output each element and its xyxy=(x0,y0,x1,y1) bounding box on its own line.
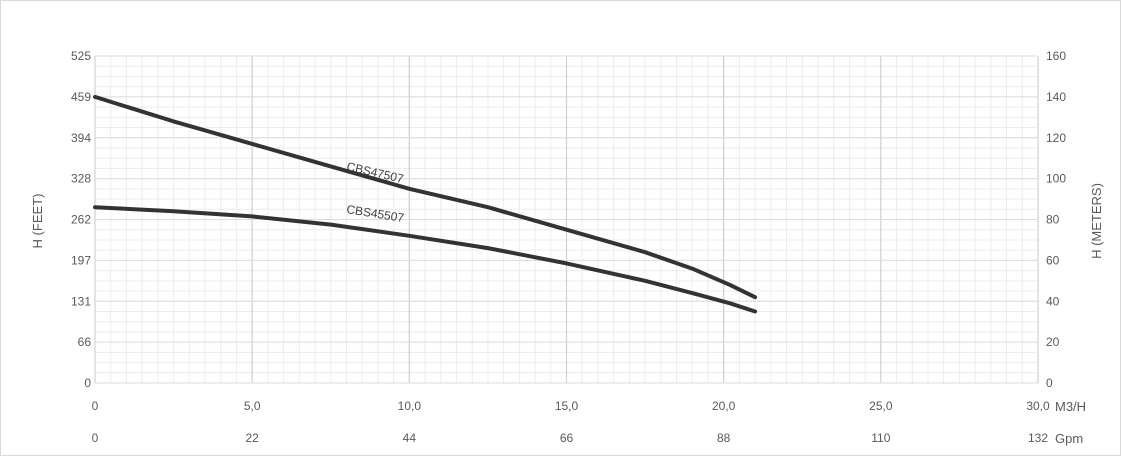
y-tick-meters: 80 xyxy=(1046,213,1060,227)
y-tick-meters: 40 xyxy=(1046,294,1060,308)
series-line-cbs47507 xyxy=(93,94,758,300)
x-axis-unit-gpm: Gpm xyxy=(1055,431,1083,446)
series-label-cbs45507: CBS45507 xyxy=(346,202,406,225)
x-tick-m3h: 25,0 xyxy=(869,399,893,413)
y-tick-feet: 262 xyxy=(71,213,91,227)
x-axis-unit-m3h: M3/H xyxy=(1055,399,1086,414)
y-tick-feet: 0 xyxy=(84,376,91,390)
x-tick-gpm: 0 xyxy=(92,431,99,445)
x-tick-gpm: 132 xyxy=(1028,431,1048,445)
y-tick-meters: 140 xyxy=(1046,90,1066,104)
x-tick-m3h: 30,0 xyxy=(1026,399,1050,413)
curve-labels: CBS47507 CBS45507 xyxy=(345,159,405,225)
x-tick-gpm: 22 xyxy=(245,431,259,445)
y-tick-feet: 197 xyxy=(71,253,91,267)
y-tick-meters: 60 xyxy=(1046,253,1060,267)
y-tick-meters: 120 xyxy=(1046,131,1066,145)
y-axis-meters-ticks: 0 20 40 60 80 100 120 140 160 xyxy=(1046,49,1066,390)
x-tick-m3h: 20,0 xyxy=(712,399,736,413)
x-tick-gpm: 66 xyxy=(560,431,574,445)
x-tick-gpm: 88 xyxy=(717,431,731,445)
x-tick-gpm: 44 xyxy=(403,431,417,445)
y-tick-feet: 328 xyxy=(71,172,91,186)
x-tick-m3h: 0 xyxy=(92,399,99,413)
x-tick-m3h: 5,0 xyxy=(244,399,261,413)
x-tick-gpm: 110 xyxy=(871,431,890,445)
y-tick-feet: 66 xyxy=(78,335,92,349)
y-axis-left-title: H (FEET) xyxy=(30,194,45,249)
y-tick-meters: 20 xyxy=(1046,335,1060,349)
x-axis-m3h-ticks: 0 5,0 10,0 15,0 20,0 25,0 30,0 xyxy=(92,399,1050,413)
y-tick-feet: 394 xyxy=(71,131,91,145)
y-tick-feet: 131 xyxy=(71,294,91,308)
x-tick-m3h: 15,0 xyxy=(555,399,579,413)
x-axis-gpm-ticks: 0 22 44 66 88 110 132 xyxy=(92,431,1049,445)
y-tick-meters: 100 xyxy=(1046,172,1066,186)
y-axis-feet-ticks: 0 66 131 197 262 328 394 459 525 xyxy=(71,49,91,390)
y-tick-feet: 525 xyxy=(71,49,91,63)
y-axis-right-title: H (METERS) xyxy=(1089,183,1104,259)
major-grid xyxy=(94,55,1039,384)
x-tick-m3h: 10,0 xyxy=(398,399,422,413)
y-tick-meters: 160 xyxy=(1046,49,1066,63)
y-tick-meters: 0 xyxy=(1046,376,1053,390)
series-line-cbs45507 xyxy=(93,205,758,314)
y-tick-feet: 459 xyxy=(71,90,91,104)
series-label-cbs47507: CBS47507 xyxy=(345,159,405,186)
pump-curves xyxy=(93,94,758,314)
